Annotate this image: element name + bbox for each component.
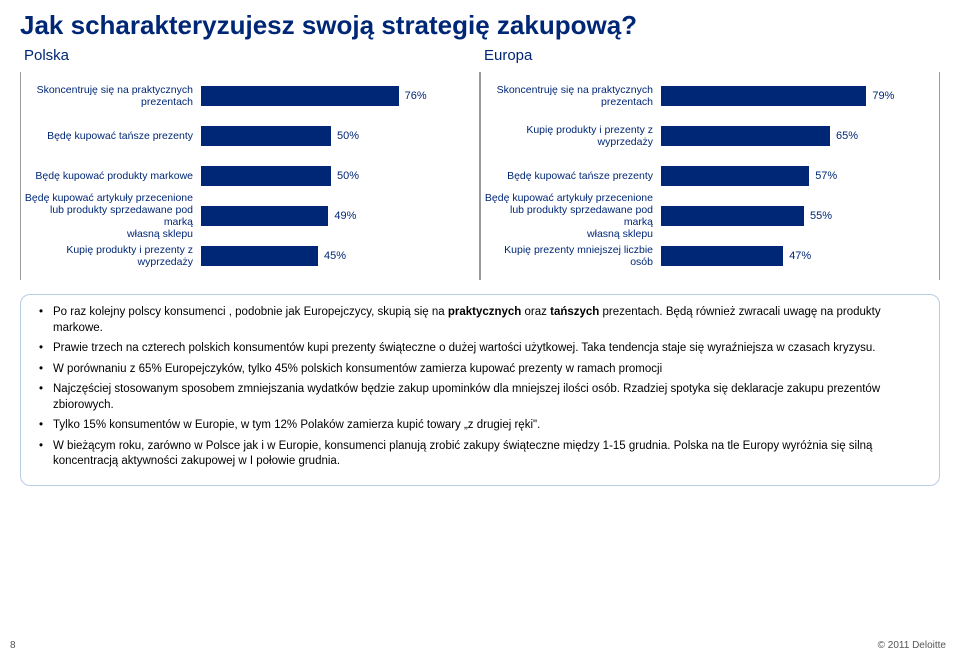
- bar-value: 65%: [830, 130, 858, 142]
- bar-track: 57%: [661, 156, 939, 196]
- bar-track: 79%: [661, 76, 939, 116]
- left-column: Polska Skoncentruję się na praktycznychp…: [20, 45, 480, 280]
- bar-value: 49%: [328, 210, 356, 222]
- right-column-header: Europa: [480, 45, 940, 72]
- chart-row: Będę kupować tańsze prezenty 50%: [21, 116, 479, 156]
- bar-label: Kupię produkty i prezenty zwyprzedaży: [481, 124, 661, 148]
- copyright-text: © 2011 Deloitte: [878, 640, 946, 651]
- bar: [661, 206, 804, 226]
- charts-columns: Polska Skoncentruję się na praktycznychp…: [0, 45, 960, 280]
- right-bar-chart: Skoncentruję się na praktycznychprezenta…: [480, 72, 940, 280]
- chart-row: Kupię prezenty mniejszej liczbie osób 47%: [481, 236, 939, 276]
- bar-value: 76%: [399, 90, 427, 102]
- bullet-item: Po raz kolejny polscy konsumenci , podob…: [43, 305, 923, 336]
- bar-label: Będę kupować artykuły przecenionelub pro…: [21, 192, 201, 240]
- bullet-item: W bieżącym roku, zarówno w Polsce jak i …: [43, 439, 923, 470]
- bullets-list: Po raz kolejny polscy konsumenci , podob…: [43, 305, 923, 470]
- bullet-item: Tylko 15% konsumentów w Europie, w tym 1…: [43, 418, 923, 434]
- bar-label: Będę kupować tańsze prezenty: [21, 130, 201, 142]
- bar-track: 47%: [661, 236, 939, 276]
- bar-label: Skoncentruję się na praktycznychprezenta…: [21, 84, 201, 108]
- chart-row: Będę kupować artykuły przecenionelub pro…: [21, 196, 479, 236]
- bar-value: 45%: [318, 250, 346, 262]
- bar-label: Skoncentruję się na praktycznychprezenta…: [481, 84, 661, 108]
- bar: [201, 126, 331, 146]
- chart-row: Kupię produkty i prezenty zwyprzedaży 45%: [21, 236, 479, 276]
- right-column: Europa Skoncentruję się na praktycznychp…: [480, 45, 940, 280]
- left-bar-chart: Skoncentruję się na praktycznychprezenta…: [20, 72, 480, 280]
- bar-label: Kupię produkty i prezenty zwyprzedaży: [21, 244, 201, 268]
- bar-label: Będę kupować produkty markowe: [21, 170, 201, 182]
- bar-track: 50%: [201, 156, 479, 196]
- bar-track: 65%: [661, 116, 939, 156]
- bar-value: 57%: [809, 170, 837, 182]
- bar-track: 50%: [201, 116, 479, 156]
- chart-row: Kupię produkty i prezenty zwyprzedaży 65%: [481, 116, 939, 156]
- bar: [201, 206, 328, 226]
- bar-label: Będę kupować tańsze prezenty: [481, 170, 661, 182]
- bar-track: 49%: [201, 196, 479, 236]
- chart-row: Skoncentruję się na praktycznychprezenta…: [481, 76, 939, 116]
- bullet-item: W porównaniu z 65% Europejczyków, tylko …: [43, 362, 923, 378]
- bar-track: 55%: [661, 196, 939, 236]
- bar: [201, 86, 399, 106]
- page-title: Jak scharakteryzujesz swoją strategię za…: [0, 0, 960, 45]
- chart-row: Będę kupować tańsze prezenty 57%: [481, 156, 939, 196]
- bar: [661, 126, 830, 146]
- page-number: 8: [10, 640, 16, 651]
- bar: [661, 246, 783, 266]
- footer: 8 © 2011 Deloitte: [10, 640, 946, 651]
- bar-label: Będę kupować artykuły przecenionelub pro…: [481, 192, 661, 240]
- chart-row: Będę kupować produkty markowe 50%: [21, 156, 479, 196]
- bar-value: 79%: [866, 90, 894, 102]
- bar-value: 50%: [331, 130, 359, 142]
- bar-value: 55%: [804, 210, 832, 222]
- bar-label: Kupię prezenty mniejszej liczbie osób: [481, 244, 661, 268]
- left-column-header: Polska: [20, 45, 480, 72]
- bar-track: 76%: [201, 76, 479, 116]
- bar: [661, 86, 866, 106]
- bar: [201, 166, 331, 186]
- bar-value: 50%: [331, 170, 359, 182]
- bar: [201, 246, 318, 266]
- bar-value: 47%: [783, 250, 811, 262]
- bullet-item: Najczęściej stosowanym sposobem zmniejsz…: [43, 382, 923, 413]
- bar-track: 45%: [201, 236, 479, 276]
- bullets-box: Po raz kolejny polscy konsumenci , podob…: [20, 294, 940, 486]
- bullet-item: Prawie trzech na czterech polskich konsu…: [43, 341, 923, 357]
- chart-row: Skoncentruję się na praktycznychprezenta…: [21, 76, 479, 116]
- chart-row: Będę kupować artykuły przecenionelub pro…: [481, 196, 939, 236]
- bar: [661, 166, 809, 186]
